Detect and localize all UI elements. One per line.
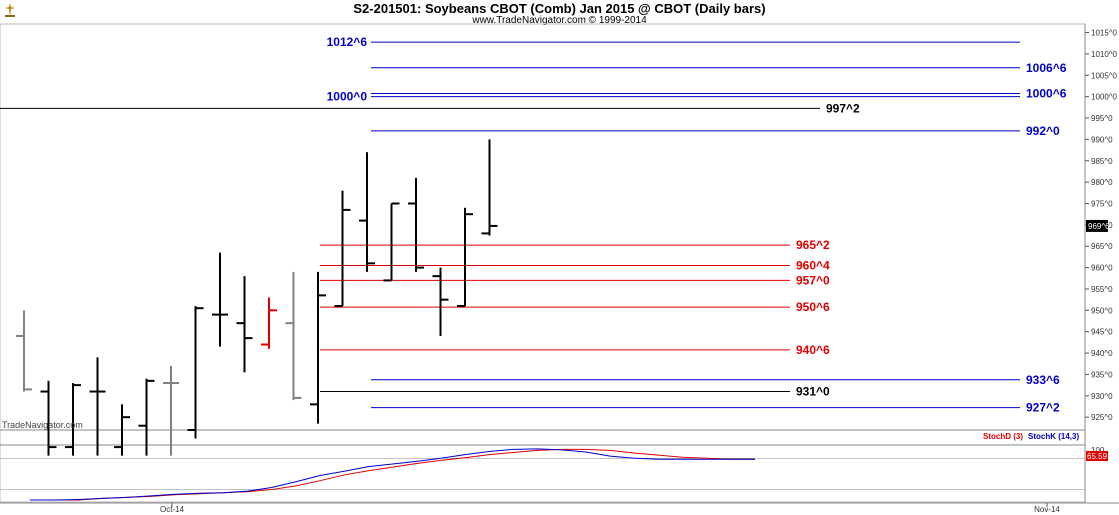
x-axis-tick-label: Nov-14 — [1034, 505, 1060, 514]
level-label: 1012^6 — [327, 35, 368, 49]
level-label: 1000^6 — [1026, 86, 1067, 100]
y-axis-tick-label: 1005^0 — [1091, 71, 1118, 80]
ohlc-bar — [114, 404, 130, 456]
level-label: 1006^6 — [1026, 61, 1067, 75]
y-axis-tick-label: 945^0 — [1091, 328, 1113, 337]
ohlc-bar — [334, 190, 351, 308]
stochd-line — [30, 448, 755, 501]
legend-stochd: StochD (3) — [983, 432, 1023, 441]
x-axis-tick-label: Oct-14 — [160, 505, 185, 514]
ohlc-bar — [359, 152, 375, 272]
ohlc-bar — [65, 382, 81, 456]
level-label: 940^6 — [796, 343, 830, 357]
y-axis-tick-label: 950^0 — [1091, 306, 1113, 315]
y-axis-tick-label: 935^0 — [1091, 370, 1113, 379]
level-label: 960^4 — [796, 258, 830, 272]
level-label: 997^2 — [826, 101, 860, 115]
y-axis-tick-label: 960^0 — [1091, 264, 1113, 273]
ohlc-bar — [285, 271, 302, 401]
level-label: 1000^0 — [327, 90, 368, 104]
y-axis-tick-label: 955^0 — [1091, 285, 1113, 294]
last-price-badge — [1086, 219, 1108, 232]
y-axis-tick-label: 990^0 — [1091, 135, 1113, 144]
stoch-axis-tick-label: 100 — [1091, 446, 1105, 455]
ohlc-bar — [212, 252, 228, 347]
ohlc-bar — [383, 202, 400, 282]
y-axis-tick-label: 1000^0 — [1091, 93, 1118, 102]
y-axis-tick-label: 980^0 — [1091, 178, 1113, 187]
y-axis-tick-label: 925^0 — [1091, 413, 1113, 422]
y-axis-tick-label: 930^0 — [1091, 392, 1113, 401]
ohlc-bar — [261, 297, 277, 349]
level-label: 950^6 — [796, 300, 830, 314]
legend-stochk: StochK (14,3) — [1028, 432, 1079, 441]
stoch-last-badge — [1086, 451, 1108, 461]
y-axis-tick-label: 975^0 — [1091, 199, 1113, 208]
ohlc-bar — [187, 306, 204, 439]
ohlc-bar — [408, 177, 424, 272]
y-axis-tick-label: 940^0 — [1091, 349, 1113, 358]
ohlc-bar — [481, 139, 498, 236]
level-label: 957^0 — [796, 273, 830, 287]
y-axis-tick-label: 995^0 — [1091, 114, 1113, 123]
ohlc-bar — [163, 365, 179, 456]
chart-title: S2-201501: Soybeans CBOT (Comb) Jan 2015… — [353, 1, 766, 16]
level-label: 965^2 — [796, 238, 830, 252]
ohlc-bar — [16, 310, 32, 392]
level-label: 933^6 — [1026, 373, 1060, 387]
ohlc-bar — [89, 357, 106, 456]
y-axis-tick-label: 965^0 — [1091, 242, 1113, 251]
chart-subtitle: www.TradeNavigator.com © 1999-2014 — [472, 15, 647, 26]
ohlc-bar — [138, 378, 155, 456]
ohlc-bar — [432, 267, 449, 336]
level-label: 927^2 — [1026, 401, 1060, 415]
y-axis-tick-label: 985^0 — [1091, 157, 1113, 166]
ohlc-bar — [310, 271, 326, 424]
level-label: 931^0 — [796, 385, 830, 399]
y-axis-tick-label: 1010^0 — [1091, 50, 1118, 59]
last-price-label: 969^6 — [1088, 222, 1110, 231]
y-axis-tick-label: 1015^0 — [1091, 29, 1118, 38]
level-label: 992^0 — [1026, 124, 1060, 138]
ohlc-bar — [236, 276, 253, 373]
watermark-text: TradeNavigator.com — [2, 420, 83, 430]
ohlc-bar — [40, 380, 57, 456]
stoch-last-label: 65.59 — [1087, 452, 1108, 461]
stochk-line — [30, 448, 755, 501]
tradenavigator-logo-icon — [5, 3, 15, 17]
ohlc-bar — [457, 207, 473, 308]
